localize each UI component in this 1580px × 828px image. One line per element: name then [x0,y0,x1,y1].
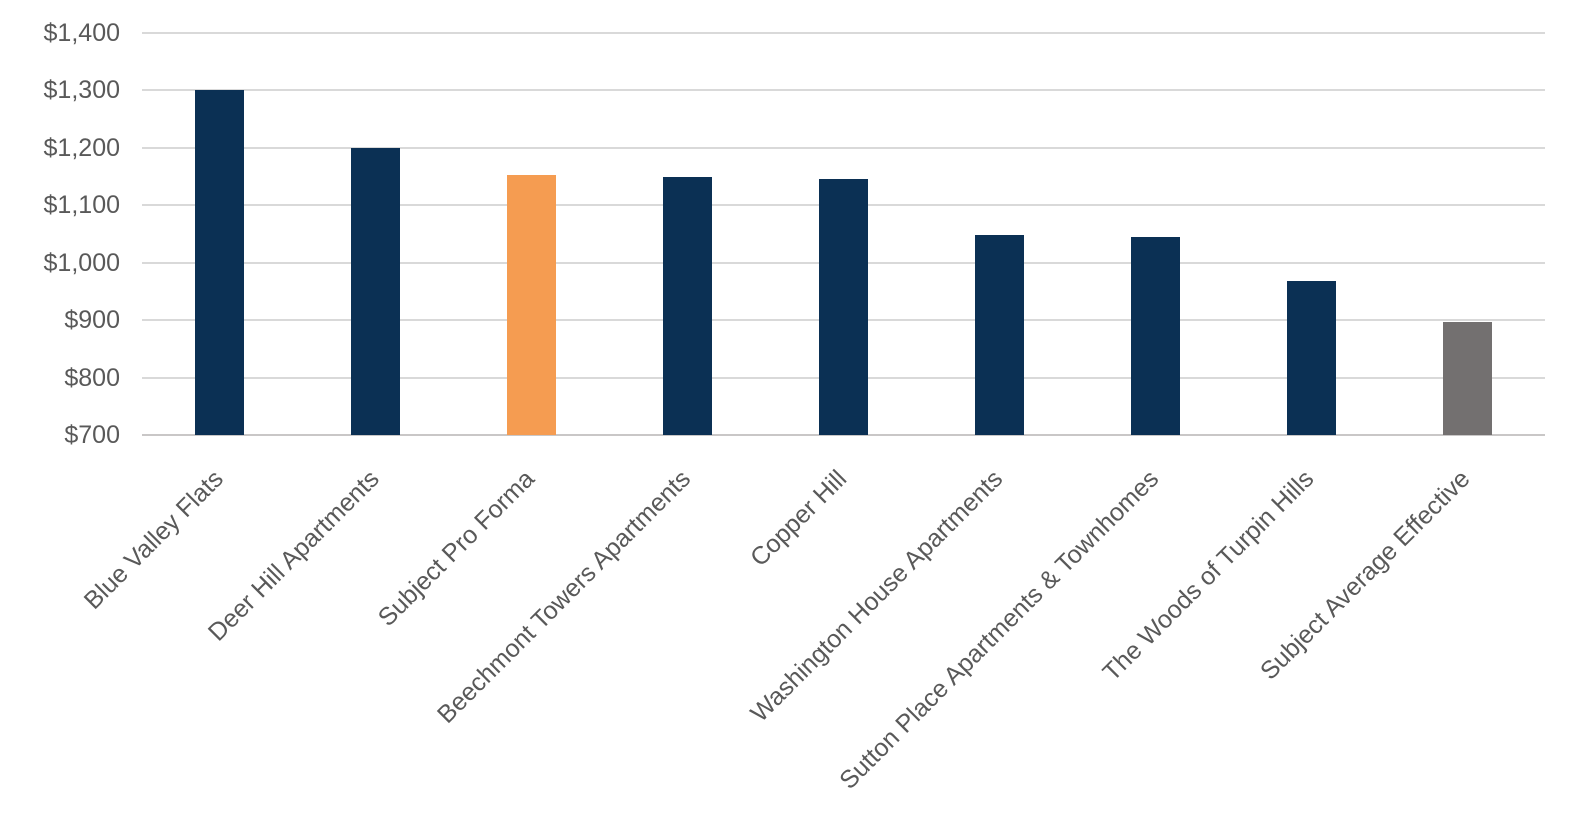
x-axis-category-label: Deer Hill Apartments [202,464,385,647]
bar-copper-hill[interactable] [819,178,868,435]
y-axis-tick-label: $700 [64,421,120,449]
bar-deer-hill-apartments[interactable] [351,147,401,435]
bar-blue-valley-flats[interactable] [195,90,245,435]
bar-the-woods-of-turpin-hills[interactable] [1286,281,1336,435]
bar-subject-average-effective[interactable] [1442,321,1492,435]
y-axis-tick-label: $900 [64,306,120,335]
x-axis-category-label: Sutton Place Apartments & Townhomes [833,464,1164,795]
x-axis-category-label: Copper Hill [744,464,853,572]
y-axis-tick-label: $800 [64,363,120,392]
bar-subject-pro-forma[interactable] [507,175,557,435]
bar-beechmont-towers-apartments[interactable] [663,176,713,435]
x-axis-line [142,434,1545,436]
y-axis-tick-label: $1,300 [43,76,120,105]
x-axis-category-label: Blue Valley Flats [78,464,229,615]
gridline [142,89,1545,92]
x-axis-category-label: Beechmont Towers Apartments [431,464,697,729]
gridline [142,32,1545,34]
y-axis-tick-label: $1,200 [43,133,120,162]
y-axis-tick-label: $1,000 [43,248,120,277]
x-axis-category-label: Washington House Apartments [745,464,1008,728]
bar-washington-house-apartments[interactable] [974,234,1024,435]
y-axis-tick-label: $1,100 [43,191,120,220]
gridline [142,146,1545,149]
y-axis-tick-label: $1,400 [43,19,120,47]
x-axis-category-label: Subject Pro Forma [373,464,541,632]
bar-sutton-place-apartments-townhomes[interactable] [1130,237,1180,435]
